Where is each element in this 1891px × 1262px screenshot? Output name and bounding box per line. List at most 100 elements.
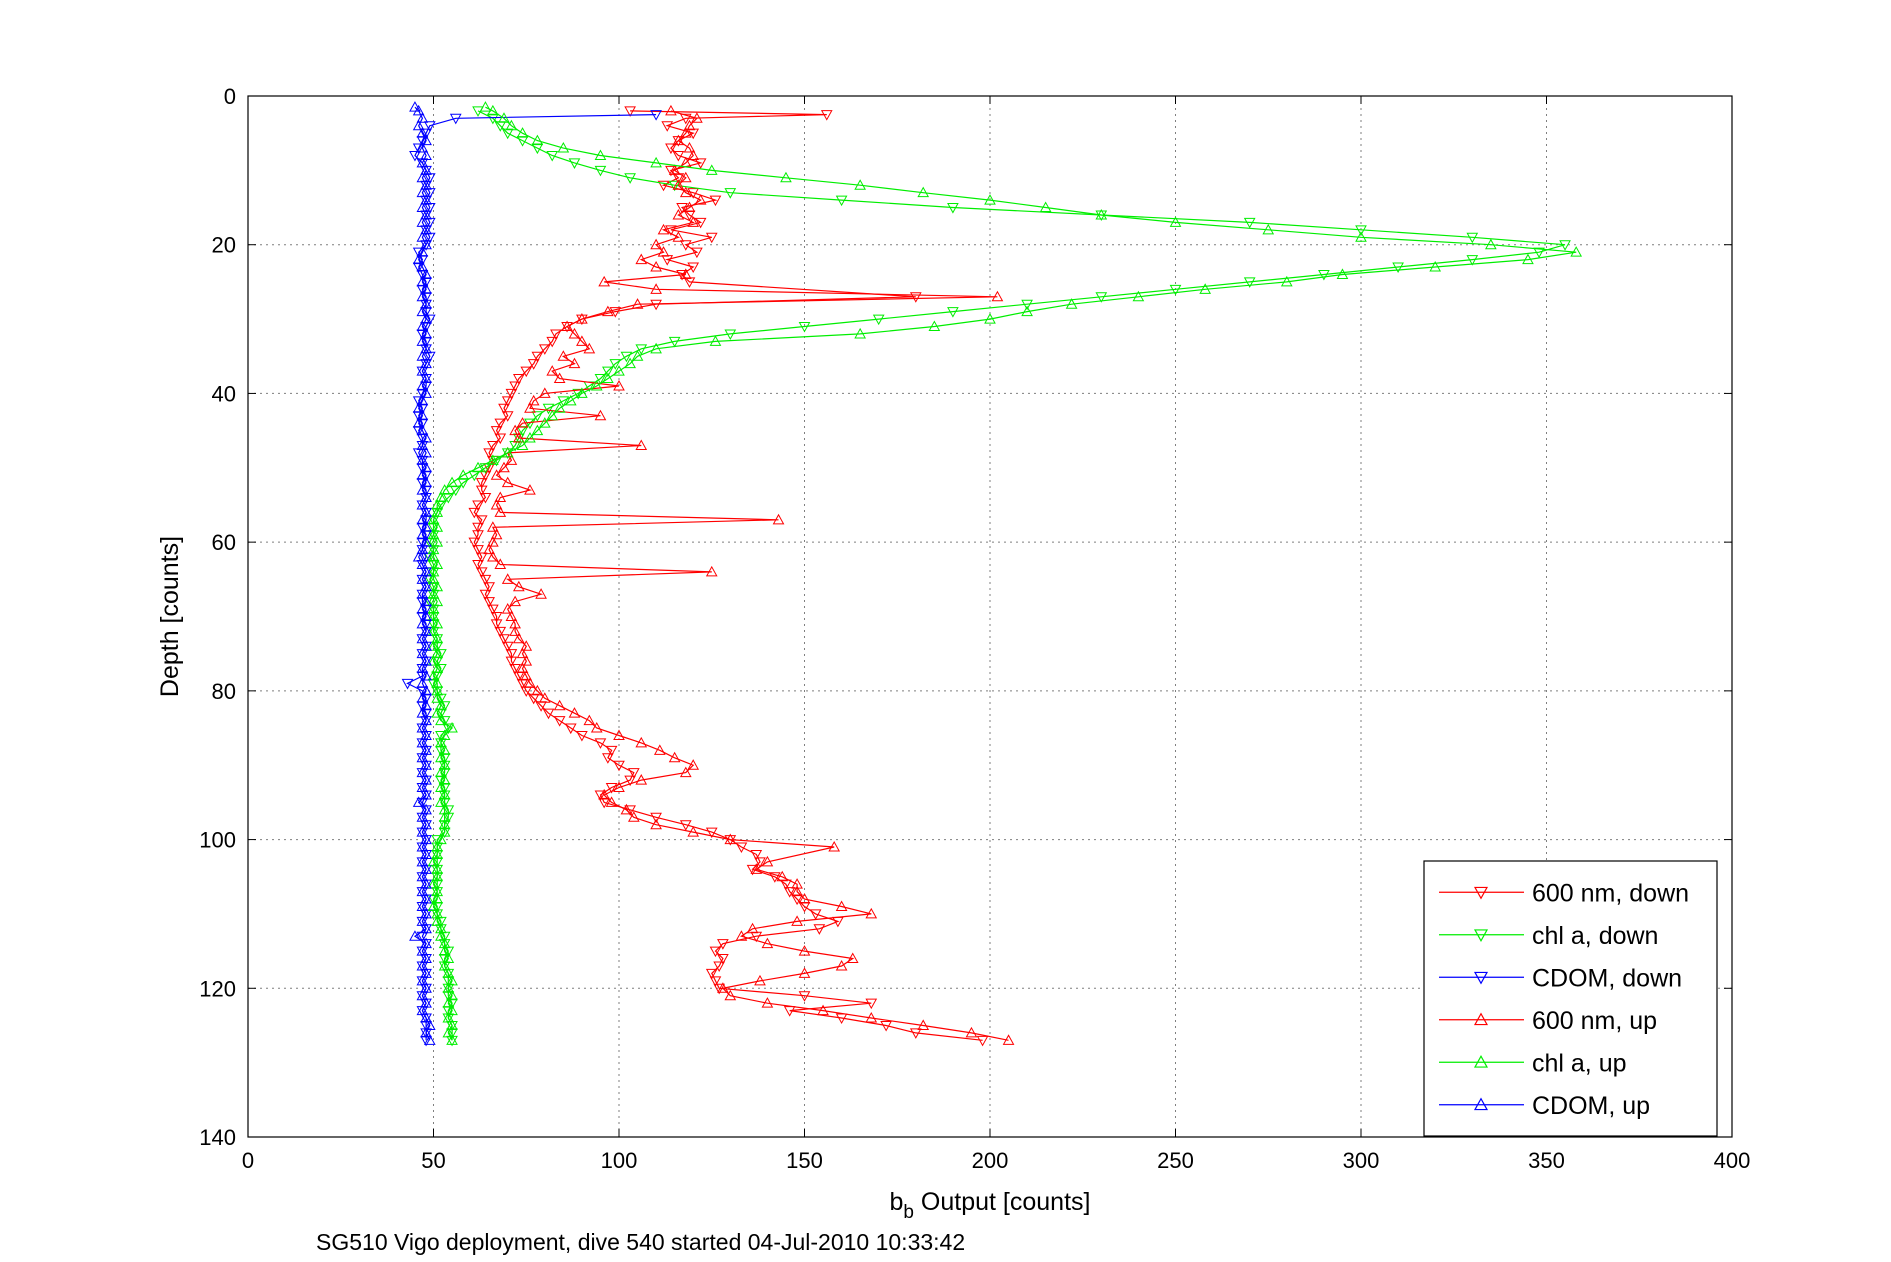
data-point [490, 528, 503, 540]
data-point [509, 424, 521, 436]
data-point [1485, 238, 1497, 250]
data-point [594, 409, 607, 421]
data-point [672, 231, 685, 242]
data-point [427, 878, 440, 889]
data-point [420, 387, 432, 398]
data-point [438, 811, 451, 822]
data-point [672, 179, 685, 190]
data-point [679, 240, 692, 251]
data-point [483, 582, 495, 593]
data-point [468, 507, 481, 519]
data-point [416, 409, 429, 421]
data-point [676, 203, 688, 214]
data-point [442, 812, 455, 824]
data-point [412, 796, 425, 807]
data-point [416, 320, 429, 332]
data-point [650, 818, 662, 830]
data-point [438, 783, 451, 794]
data-point [490, 612, 503, 623]
data-point [505, 388, 518, 400]
data-point [472, 522, 484, 534]
data-point [687, 759, 700, 770]
data-point [416, 945, 429, 956]
data-point [416, 513, 429, 525]
data-point [713, 983, 726, 995]
data-point [487, 440, 499, 452]
data-point [635, 253, 648, 265]
data-point [409, 150, 421, 162]
data-point [431, 521, 444, 532]
data-point [431, 863, 444, 874]
data-point [416, 478, 429, 489]
data-point [416, 959, 429, 971]
data-point [657, 223, 670, 235]
data-point [420, 476, 432, 488]
data-point [817, 1004, 829, 1016]
data-point [672, 173, 685, 184]
x-tick-label: 400 [1714, 1148, 1751, 1173]
data-point [546, 336, 559, 348]
data-point [420, 580, 432, 592]
data-point [602, 366, 614, 378]
data-point [724, 188, 737, 199]
data-point [520, 366, 533, 378]
data-point [420, 997, 432, 1008]
data-point [431, 662, 444, 674]
data-point [420, 699, 432, 711]
data-point [501, 476, 514, 488]
data-point [1522, 253, 1534, 265]
data-point [431, 580, 444, 592]
data-point [487, 113, 499, 125]
data-point [472, 545, 484, 556]
data-point [687, 262, 700, 274]
data-point [494, 418, 507, 430]
data-point [1336, 268, 1349, 279]
data-point [435, 708, 447, 720]
data-point [705, 827, 718, 839]
data-point [909, 292, 922, 303]
data-point [427, 565, 440, 577]
data-point [490, 498, 503, 510]
data-point [416, 350, 429, 361]
data-point [605, 796, 618, 807]
data-point [679, 127, 692, 138]
data-point [412, 262, 425, 274]
data-point [468, 537, 481, 549]
data-point [416, 707, 429, 718]
data-point [635, 774, 648, 785]
data-point [442, 976, 455, 987]
x-tick-label: 350 [1528, 1148, 1565, 1173]
data-point [490, 619, 503, 630]
data-point [420, 619, 432, 630]
data-point [435, 491, 447, 503]
data-point [435, 649, 447, 660]
data-point [620, 351, 633, 363]
data-point [494, 121, 507, 132]
data-point [1039, 201, 1052, 213]
data-point [420, 134, 432, 146]
data-point [650, 238, 662, 250]
data-point [1243, 217, 1256, 229]
data-point [420, 818, 432, 830]
data-point [594, 165, 607, 177]
data-point [431, 879, 444, 891]
data-point [516, 662, 529, 674]
data-point [750, 849, 763, 861]
data-point [761, 937, 774, 949]
data-point [420, 893, 432, 904]
data-point [761, 997, 774, 1008]
data-point [494, 506, 507, 517]
data-point [490, 469, 503, 480]
data-point [735, 842, 748, 854]
data-point [431, 641, 444, 653]
data-point [798, 893, 811, 904]
data-point [505, 649, 518, 660]
data-point [416, 781, 429, 793]
data-point [416, 588, 429, 599]
data-point [487, 604, 499, 616]
data-point [717, 954, 729, 965]
data-point [479, 589, 492, 601]
data-point [423, 537, 436, 549]
legend-swatch-marker [1473, 886, 1489, 900]
data-point [735, 930, 748, 941]
